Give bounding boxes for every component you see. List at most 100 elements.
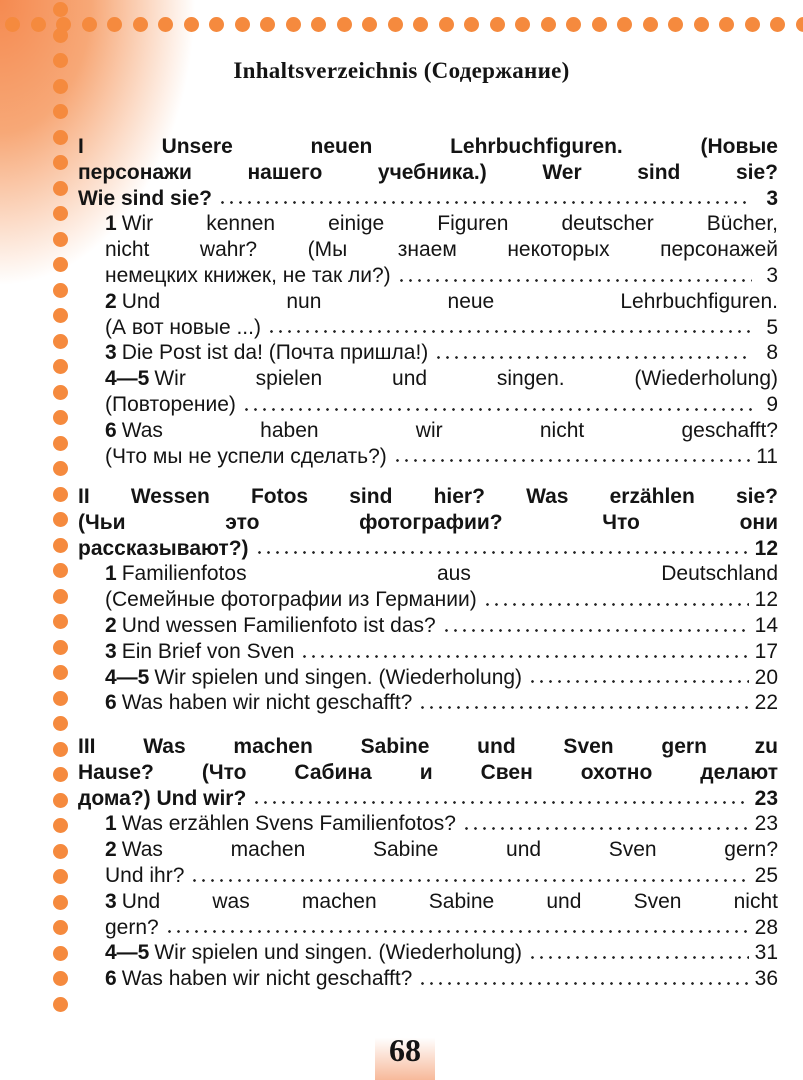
border-dot [311, 17, 326, 32]
dot-leader [396, 274, 752, 283]
entry-text: (А вот новые ...) [105, 315, 261, 341]
entry-number: 3 [105, 639, 117, 663]
border-dot [53, 359, 68, 374]
entry-text: (Семейные фотографии из Германии) [105, 587, 477, 613]
border-dot [53, 945, 68, 961]
border-dot [53, 639, 68, 655]
entry-number: 3 [105, 889, 117, 913]
page-ref: 8 [766, 341, 778, 365]
border-dot [53, 690, 68, 706]
toc-entry-line: 3 Und was machen Sabine und Sven nicht [78, 889, 778, 915]
entry-title: Was erzählen Svens Familienfotos? [121, 812, 456, 836]
section-heading-line: Wie sind sie? 3 [78, 186, 778, 212]
section-heading-line: Hause? (Что Сабина и Свен охотно делают [78, 760, 778, 786]
toc-entry-line: 1 Was erzählen Svens Familienfotos? 23 [78, 811, 778, 837]
border-dot [53, 257, 68, 272]
page-ref: 5 [766, 315, 778, 339]
entry-title: nicht wahr? (Мы знаем некоторых персонаж… [105, 238, 778, 262]
section-heading-line: (Чьи это фотографии? Что они [78, 510, 778, 536]
dot-leader [482, 598, 749, 607]
entry-number: 2 [105, 838, 117, 862]
toc-entry-line: (Повторение) 9 [78, 392, 778, 418]
entry-title: Wir spielen und singen. (Wiederholung) [154, 367, 778, 391]
entry-text: 6 Was haben wir nicht geschafft? [105, 419, 778, 442]
toc-entry-line: (Что мы не успели сделать?) 11 [78, 444, 778, 470]
border-dot [53, 894, 68, 910]
entry-text: 4—5 Wir spielen und singen. (Wiederholung… [105, 940, 522, 966]
toc-entry-line: 2 Und nun neue Lehrbuchfiguren. [78, 289, 778, 315]
toc-entry-line: 2 Und wessen Familienfoto ist das? 14 [78, 613, 778, 639]
border-dot [53, 920, 68, 935]
entry-title: Was haben wir nicht geschafft? [121, 967, 413, 991]
entry-text: 6 Was haben wir nicht geschafft? [105, 690, 412, 716]
entry-text: gern? [105, 915, 159, 941]
toc-entry-line: 1 Familienfotos aus Deutschland [78, 561, 778, 587]
border-dot [53, 563, 68, 578]
dot-leader [461, 823, 749, 832]
border-dot [53, 180, 68, 196]
dot-leader [528, 676, 749, 685]
dot-leader [434, 352, 752, 361]
entry-title: (А вот новые ...) [105, 315, 261, 339]
entry-text: немецких книжек, не так ли?) [105, 263, 391, 289]
border-dot [209, 17, 224, 32]
heading-text: рассказывают?) [78, 536, 249, 560]
border-dot [53, 869, 68, 884]
toc-entry-line: немецких книжек, не так ли?) 3 [78, 263, 778, 289]
section-heading-line: персонажи нашего учебника.) Wer sind sie… [78, 160, 778, 186]
entry-text: 1 Wir kennen einige Figuren deutscher Büc… [105, 212, 778, 235]
border-dot [53, 818, 68, 833]
dot-leader [218, 197, 752, 206]
entry-title: gern? [105, 915, 159, 939]
border-dot [770, 17, 785, 32]
dot-leader [190, 874, 749, 883]
page-ref: 12 [754, 536, 778, 560]
border-dot [107, 17, 122, 32]
border-dot [5, 17, 20, 32]
border-dot [53, 588, 68, 604]
dot-leader [418, 702, 749, 711]
section-heading-line: рассказывают?) 12 [78, 536, 778, 562]
page-ref: 28 [754, 915, 778, 939]
border-dot [53, 614, 68, 629]
dot-leader [300, 650, 749, 659]
toc-entry-line: (Семейные фотографии из Германии) 12 [78, 587, 778, 613]
entry-text: 3 Und was machen Sabine und Sven nicht [105, 890, 778, 913]
dot-leader [392, 455, 751, 464]
border-dot [489, 17, 505, 32]
heading-text: I Unsere neuen Lehrbuchfiguren. (Новые [78, 135, 778, 158]
border-dot [53, 665, 68, 680]
border-dot [53, 231, 68, 247]
entry-title: Und was machen Sabine und Sven nicht [121, 889, 778, 913]
section-heading-line: I Unsere neuen Lehrbuchfiguren. (Новые [78, 134, 778, 160]
entry-title: Die Post ist da! (Почта пришла!) [121, 341, 429, 365]
border-dot [234, 17, 250, 32]
dot-leader [266, 326, 752, 335]
entry-text: 2 Und wessen Familienfoto ist das? [105, 613, 436, 639]
page-ref: 31 [754, 941, 778, 965]
page-ref: 12 [754, 588, 778, 612]
border-dot [53, 104, 68, 119]
entry-title: Was haben wir nicht geschafft? [121, 691, 413, 715]
entry-title: Wir kennen einige Figuren deutscher Büch… [121, 212, 778, 236]
section-heading-line: III Was machen Sabine und Sven gern zu [78, 734, 778, 760]
toc-entry-line: gern? 28 [78, 915, 778, 941]
border-dot [53, 308, 68, 323]
dot-leader [254, 547, 749, 556]
entry-title: Und wessen Familienfoto ist das? [121, 613, 436, 637]
entry-text: 2 Was machen Sabine und Sven gern? [105, 838, 778, 861]
entry-text: 1 Was erzählen Svens Familienfotos? [105, 811, 456, 837]
page-ref: 23 [754, 786, 778, 810]
border-dot [53, 716, 68, 731]
page-ref: 20 [754, 665, 778, 689]
toc-entry-line: 2 Was machen Sabine und Sven gern? [78, 837, 778, 863]
entry-number: 6 [105, 691, 117, 715]
border-dot [413, 17, 428, 32]
entry-title: Was machen Sabine und Sven gern? [121, 838, 778, 862]
border-dot [795, 17, 803, 32]
page-ref: 23 [754, 812, 778, 836]
entry-text: Und ihr? [105, 863, 184, 889]
toc-entry-line: 6 Was haben wir nicht geschafft? [78, 418, 778, 444]
page-ref: 22 [754, 691, 778, 715]
section-3: III Was machen Sabine und Sven gern zu Ha… [78, 734, 778, 992]
